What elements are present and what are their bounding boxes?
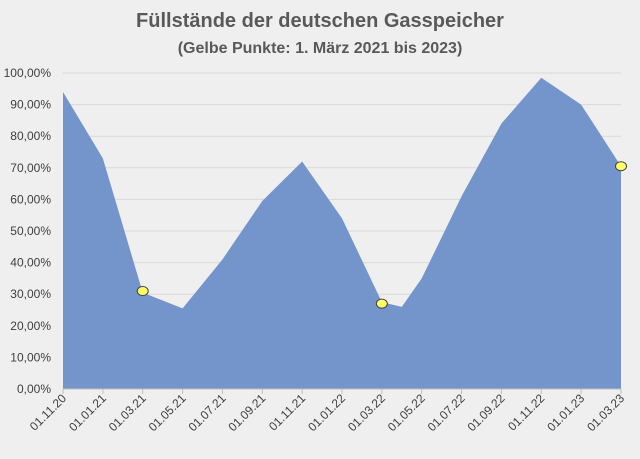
chart-title: Füllstände der deutschen Gasspeicher bbox=[136, 10, 504, 32]
x-tick-label: 01.03.21 bbox=[106, 391, 149, 434]
axes bbox=[62, 388, 622, 394]
y-tick-label: 40,00% bbox=[10, 256, 51, 270]
y-tick-label: 20,00% bbox=[10, 319, 51, 333]
x-tick-label: 01.09.21 bbox=[225, 391, 268, 434]
x-tick-label: 01.05.22 bbox=[385, 391, 428, 434]
x-tick-label: 01.01.23 bbox=[544, 391, 587, 434]
highlight-markers bbox=[136, 161, 627, 309]
highlight-point-0 bbox=[136, 286, 149, 297]
x-axis-ticks: 01.11.2001.01.2101.03.2101.05.2101.07.21… bbox=[27, 391, 628, 434]
y-tick-label: 50,00% bbox=[10, 224, 51, 238]
y-tick-label: 70,00% bbox=[10, 161, 51, 175]
highlight-point-2 bbox=[615, 161, 627, 172]
y-tick-label: 0,00% bbox=[17, 382, 51, 396]
y-tick-label: 90,00% bbox=[10, 98, 51, 112]
x-tick-label: 01.11.22 bbox=[505, 391, 548, 434]
x-tick-label: 01.11.21 bbox=[266, 391, 309, 434]
x-tick-label: 01.05.21 bbox=[146, 391, 189, 434]
series-area-0 bbox=[63, 77, 621, 390]
x-tick-label: 01.01.21 bbox=[66, 391, 109, 434]
x-tick-label: 01.11.20 bbox=[27, 391, 70, 434]
y-tick-label: 60,00% bbox=[10, 192, 51, 206]
y-axis-ticks: 0,00% 10,00% 20,00% 30,00% 40,00% 50,00% 60,00… bbox=[4, 66, 52, 396]
plot-area bbox=[63, 77, 621, 390]
y-tick-label: 10,00% bbox=[10, 350, 51, 364]
x-tick-label: 01.03.22 bbox=[345, 391, 388, 434]
x-tick-label: 01.07.21 bbox=[186, 391, 229, 434]
chart-subtitle: (Gelbe Punkte: 1. März 2021 bis 2023) bbox=[178, 40, 463, 57]
x-tick-label: 01.03.23 bbox=[584, 391, 627, 434]
y-tick-label: 100,00% bbox=[4, 66, 52, 80]
x-tick-label: 01.07.22 bbox=[425, 391, 468, 434]
x-tick-label: 01.09.22 bbox=[465, 391, 508, 434]
y-tick-label: 30,00% bbox=[10, 287, 51, 301]
y-tick-label: 80,00% bbox=[10, 129, 51, 143]
x-tick-label: 01.01.22 bbox=[305, 391, 348, 434]
highlight-point-1 bbox=[375, 298, 388, 309]
